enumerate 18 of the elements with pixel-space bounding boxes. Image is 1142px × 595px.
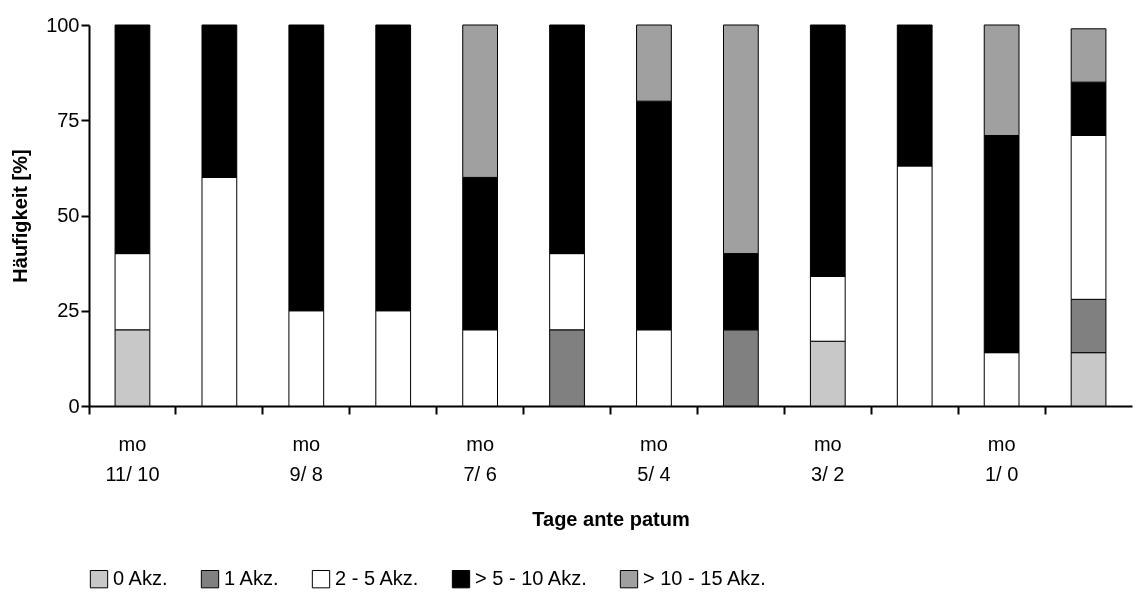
legend-label: 0 Akz. — [113, 567, 168, 590]
x-tick-label: mo 1/ 0 — [984, 432, 1019, 485]
x-tick-label: mo 3/ 2 — [811, 432, 845, 485]
y-tick-label: 25 — [57, 299, 80, 322]
x-tick-label: mo 9/ 8 — [289, 432, 323, 485]
x-tick-label: mo 11/ 10 — [105, 432, 160, 485]
y-tick-label: 50 — [57, 204, 80, 226]
y-tick-label: 0 — [68, 394, 80, 417]
x-tick-label: mo 5/ 4 — [637, 432, 671, 485]
legend-label: 1 Akz. — [224, 567, 279, 590]
y-tick-label: 75 — [57, 108, 80, 131]
y-axis-title: Häufigkeit [%] — [9, 149, 32, 283]
legend-label: > 10 - 15 Akz. — [643, 567, 766, 590]
legend-label: > 5 - 10 Akz. — [475, 567, 587, 590]
x-axis-title: Tage ante patum — [532, 507, 690, 530]
y-tick-label: 100 — [46, 13, 80, 36]
legend-label: 2 - 5 Akz. — [335, 567, 419, 590]
x-tick-label: mo 7/ 6 — [463, 432, 497, 485]
